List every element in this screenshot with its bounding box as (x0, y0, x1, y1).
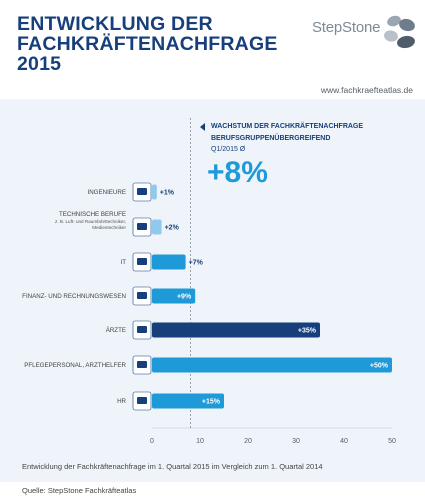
x-tick-label: 20 (244, 438, 252, 445)
bar (152, 393, 224, 409)
title-line-3: 2015 (17, 53, 62, 75)
category-label: ÄRZTE (106, 327, 126, 334)
category-sublabel: z. B. Luft- und Raumfahrttechniker, (55, 219, 126, 224)
category-label: HR (117, 398, 126, 405)
value-label: +50% (370, 363, 389, 370)
x-tick-label: 10 (196, 438, 204, 445)
bar (152, 357, 392, 373)
title-line-1: ENTWICKLUNG DER (17, 13, 213, 35)
chart-panel (0, 99, 425, 482)
category-label: PFLEGEPERSONAL, ARZTHELFER (24, 362, 126, 369)
bar (152, 184, 157, 200)
value-label: +1% (160, 190, 175, 197)
header: ENTWICKLUNG DER FACHKRÄFTENACHFRAGE 2015… (0, 0, 425, 88)
category-label: TECHNISCHE BERUFE (59, 211, 126, 218)
value-label: +9% (177, 294, 192, 301)
value-label: +35% (298, 328, 317, 335)
growth-value: +8% (207, 156, 268, 189)
page-title: ENTWICKLUNG DER FACHKRÄFTENACHFRAGE 2015 (17, 14, 307, 74)
bar (152, 288, 196, 304)
icon-glyph (137, 326, 147, 333)
category-label: IT (121, 259, 127, 266)
value-label: +15% (202, 399, 221, 406)
chart-footnote: Entwicklung der Fachkräftenachfrage im 1… (22, 462, 323, 471)
icon-glyph (137, 223, 147, 230)
value-label: +2% (165, 225, 180, 232)
x-tick-label: 50 (388, 438, 396, 445)
growth-title-line-2: BERUFSGRUPPENÜBERGREIFEND (211, 135, 331, 142)
stones-icon (384, 15, 415, 49)
x-tick-label: 0 (150, 438, 154, 445)
bar (152, 322, 320, 338)
arrow-left-icon (200, 123, 205, 131)
growth-period: Q1/2015 Ø (211, 146, 246, 153)
stepstone-logo: StepStone (312, 10, 416, 54)
x-tick-label: 40 (340, 438, 348, 445)
bar (152, 254, 186, 270)
website-url: www.fachkraefteatlas.de (320, 85, 413, 95)
icon-glyph (137, 258, 147, 265)
growth-title: WACHSTUM DER FACHKRÄFTENACHFRAGE BERUFSG… (211, 121, 363, 145)
icon-glyph (137, 188, 147, 195)
bar (152, 219, 162, 235)
icon-glyph (137, 397, 147, 404)
x-tick-label: 30 (292, 438, 300, 445)
category-label: FINANZ- UND RECHNUNGSWESEN (22, 293, 126, 300)
growth-title-line-1: WACHSTUM DER FACHKRÄFTENACHFRAGE (211, 123, 364, 130)
category-sublabel: Medientechniker (92, 225, 126, 230)
title-line-2: FACHKRÄFTENACHFRAGE (17, 33, 278, 55)
icon-glyph (137, 292, 147, 299)
category-label: INGENIEURE (87, 189, 126, 196)
icon-glyph (137, 361, 147, 368)
source-note: Quelle: StepStone Fachkräfteatlas (22, 486, 137, 495)
value-label: +7% (189, 260, 204, 267)
logo-text: StepStone (312, 19, 381, 36)
